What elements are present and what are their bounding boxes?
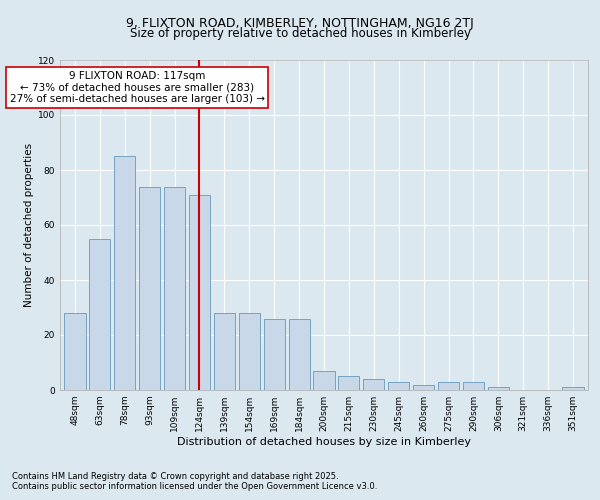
Text: Contains public sector information licensed under the Open Government Licence v3: Contains public sector information licen… [12, 482, 377, 491]
Y-axis label: Number of detached properties: Number of detached properties [24, 143, 34, 307]
Bar [239, 313, 260, 390]
Bar [388, 382, 409, 390]
Bar [289, 318, 310, 390]
Bar [562, 387, 584, 390]
Bar [214, 313, 235, 390]
Bar [114, 156, 136, 390]
Bar [413, 384, 434, 390]
Bar [438, 382, 459, 390]
Bar [64, 313, 86, 390]
Text: Contains HM Land Registry data © Crown copyright and database right 2025.: Contains HM Land Registry data © Crown c… [12, 472, 338, 481]
Bar [313, 371, 335, 390]
Text: 9 FLIXTON ROAD: 117sqm
← 73% of detached houses are smaller (283)
27% of semi-de: 9 FLIXTON ROAD: 117sqm ← 73% of detached… [10, 71, 265, 104]
Bar [89, 239, 110, 390]
Bar [263, 318, 285, 390]
Text: Size of property relative to detached houses in Kimberley: Size of property relative to detached ho… [130, 28, 470, 40]
Bar [488, 387, 509, 390]
Bar [338, 376, 359, 390]
Bar [189, 194, 210, 390]
Bar [164, 186, 185, 390]
Bar [363, 379, 385, 390]
Bar [463, 382, 484, 390]
Bar [139, 186, 160, 390]
Text: 9, FLIXTON ROAD, KIMBERLEY, NOTTINGHAM, NG16 2TJ: 9, FLIXTON ROAD, KIMBERLEY, NOTTINGHAM, … [126, 18, 474, 30]
X-axis label: Distribution of detached houses by size in Kimberley: Distribution of detached houses by size … [177, 437, 471, 447]
